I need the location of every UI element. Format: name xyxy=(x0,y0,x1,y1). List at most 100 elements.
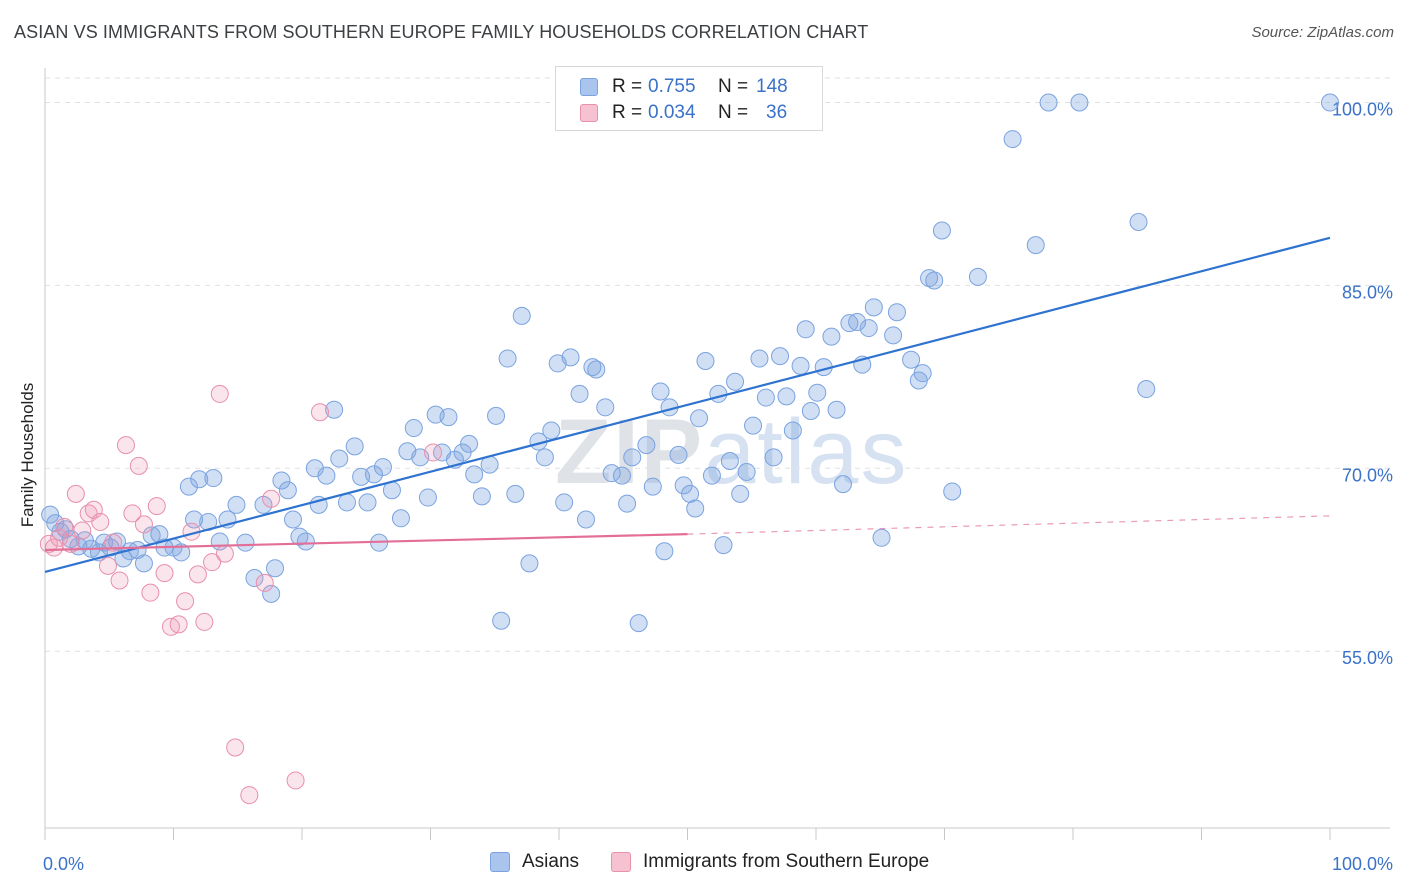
asian-point xyxy=(756,388,775,407)
asian-point xyxy=(236,533,255,552)
asian-point xyxy=(690,409,709,428)
legend-n-label: N = xyxy=(718,102,749,123)
series-swatch-immigrants xyxy=(611,852,632,872)
asian-point xyxy=(345,437,364,456)
asian-point xyxy=(808,383,827,402)
asian-point xyxy=(262,584,281,603)
immigrant-point xyxy=(286,771,305,790)
asian-point xyxy=(840,314,859,333)
asian-point xyxy=(172,543,191,562)
asian-point xyxy=(791,356,810,375)
asian-point xyxy=(848,312,867,331)
asian-point xyxy=(864,298,883,317)
immigrant-point xyxy=(123,504,142,523)
asian-point xyxy=(114,549,133,568)
asian-point xyxy=(555,493,574,512)
asian-point xyxy=(576,510,595,529)
asian-point xyxy=(925,271,944,290)
asian-point xyxy=(278,481,297,500)
series-legend-asians[interactable]: Asians xyxy=(490,851,579,873)
immigrant-point xyxy=(262,489,281,508)
asian-point xyxy=(492,611,511,630)
asian-point xyxy=(439,408,458,427)
series-swatch-asians xyxy=(490,852,510,872)
asian-point xyxy=(750,349,769,368)
asian-point xyxy=(612,466,631,485)
immigrant-trend-line xyxy=(44,533,688,552)
asian-point xyxy=(771,347,790,366)
asian-point xyxy=(737,462,756,481)
asian-point xyxy=(134,554,153,573)
immigrant-point xyxy=(73,521,92,540)
asian-point xyxy=(364,465,383,484)
legend-n-value: 36 xyxy=(766,102,788,123)
series-legend-immigrants[interactable]: Immigrants from Southern Europe xyxy=(611,851,929,873)
immigrant-point xyxy=(61,534,80,553)
y-tick-label: 70.0% xyxy=(1342,465,1393,485)
asian-point xyxy=(637,436,656,455)
immigrant-point xyxy=(310,403,329,422)
legend-row-immigrants: R = 0.034 N = 36 xyxy=(580,101,787,125)
asian-point xyxy=(245,569,264,588)
asian-point xyxy=(1003,130,1022,149)
asian-point xyxy=(827,400,846,419)
watermark-zip: ZIP xyxy=(555,401,704,503)
asian-point xyxy=(337,493,356,512)
asian-point xyxy=(190,470,209,489)
asian-point xyxy=(520,554,539,573)
asian-point xyxy=(764,448,783,467)
immigrant-point xyxy=(134,515,153,534)
asian-trend-line xyxy=(44,236,1331,574)
immigrant-trend-extension xyxy=(687,515,1331,535)
immigrant-point xyxy=(104,533,123,552)
series-legend: Asians Immigrants from Southern Europe xyxy=(490,851,961,873)
legend-r-value: 0.755 xyxy=(648,76,696,97)
series-label-immigrants: Immigrants from Southern Europe xyxy=(643,851,930,872)
asian-point xyxy=(358,493,377,512)
asian-point xyxy=(655,542,674,561)
asian-point xyxy=(460,434,479,453)
asian-point xyxy=(373,458,392,477)
immigrant-point xyxy=(195,612,214,631)
asian-point xyxy=(535,448,554,467)
y-tick-label: 55.0% xyxy=(1342,648,1393,668)
asian-point xyxy=(1321,93,1339,112)
asian-point xyxy=(783,421,802,440)
immigrant-point xyxy=(98,556,117,575)
asian-point xyxy=(204,469,223,488)
asian-point xyxy=(681,484,700,503)
asian-point xyxy=(305,459,324,478)
asian-point xyxy=(618,494,637,513)
immigrant-point xyxy=(66,484,85,503)
asian-point xyxy=(859,319,878,338)
asian-point xyxy=(596,398,615,417)
immigrant-point xyxy=(116,436,135,455)
asian-point xyxy=(669,445,688,464)
asian-point xyxy=(796,320,815,339)
legend-swatch-asians xyxy=(580,78,598,96)
asian-point xyxy=(696,351,715,370)
asian-point xyxy=(887,303,906,322)
asian-point xyxy=(726,372,745,391)
asian-point xyxy=(714,536,733,555)
asian-point xyxy=(570,384,589,403)
immigrant-point xyxy=(215,544,234,563)
asian-point xyxy=(777,387,796,406)
immigrant-point xyxy=(210,384,229,403)
asian-point xyxy=(629,614,648,633)
immigrant-point xyxy=(141,583,160,602)
asian-point xyxy=(709,384,728,403)
asian-point xyxy=(744,416,763,435)
immigrant-point xyxy=(50,528,69,547)
immigrant-point xyxy=(255,573,274,592)
asian-point xyxy=(404,419,423,438)
asian-point xyxy=(686,499,705,518)
asian-point xyxy=(623,448,642,467)
immigrant-point xyxy=(155,564,174,583)
asian-point xyxy=(1070,93,1089,112)
asian-point xyxy=(822,327,841,346)
asian-point xyxy=(498,349,517,368)
asian-point xyxy=(651,382,670,401)
asian-point xyxy=(391,509,410,528)
x-tick-label-min: 0.0% xyxy=(43,854,84,874)
